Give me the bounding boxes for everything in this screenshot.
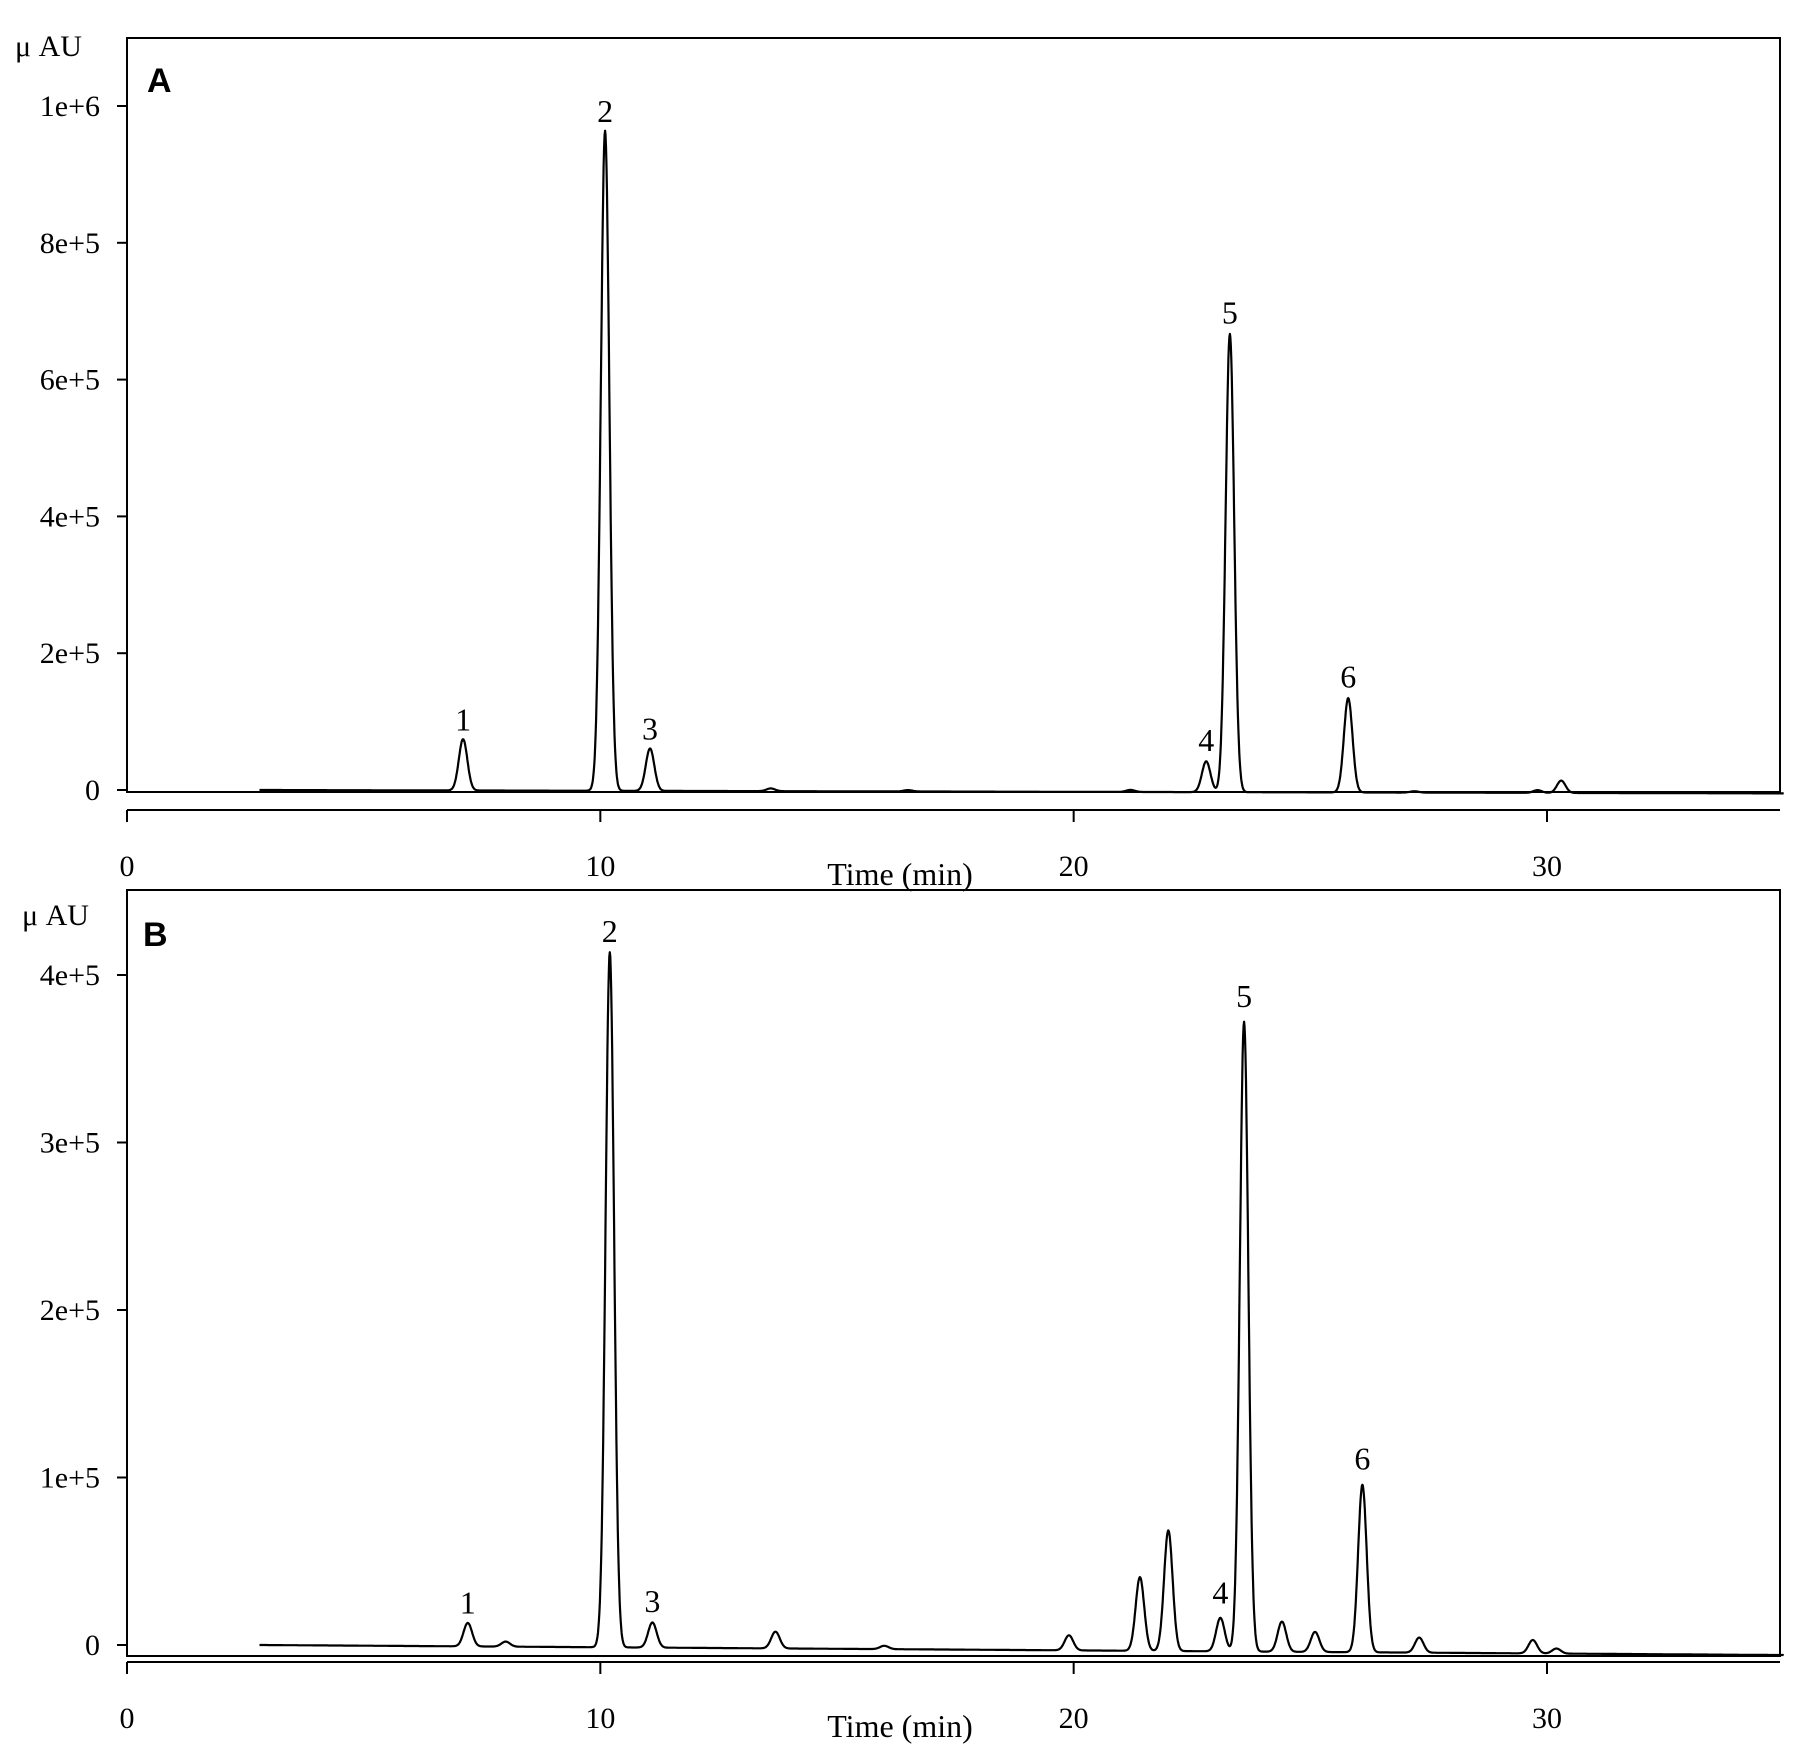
peak-label: 3: [642, 711, 658, 747]
x-tick-label: 30: [1532, 1702, 1562, 1735]
panel-a-x-ticks: 0 10 20 30: [120, 810, 1562, 883]
peak-label: 3: [644, 1583, 660, 1619]
peak-label: 5: [1236, 978, 1252, 1014]
x-tick-label: 10: [585, 1702, 615, 1735]
panel-a-trace: [258, 129, 1785, 795]
panel-b-peak-labels: 1 2 3 4 5 6: [460, 913, 1371, 1621]
y-tick-label: 0: [85, 1629, 100, 1662]
panel-a-y-ticks: 0 2e+5 4e+5 6e+5 8e+5 1e+6: [40, 90, 127, 807]
y-tick-label: 4e+5: [40, 500, 100, 533]
y-tick-label: 0: [85, 774, 100, 807]
panel-b: B μ AU 01e+52e+53e+54e+5 0 10 20 30 123 456 …: [22, 889, 1785, 1744]
x-tick-label: 0: [120, 1702, 135, 1735]
y-tick-label: 2e+5: [40, 1294, 100, 1327]
peak-label: 1: [460, 1585, 476, 1621]
x-tick-label: 10: [585, 850, 615, 883]
peak-label: 5: [1222, 295, 1238, 331]
panel-b-trace: [258, 951, 1785, 1657]
y-tick-label: 6e+5: [40, 364, 100, 397]
peak-label: 1: [455, 702, 471, 738]
panel-a: A μ AU 0 2e+5 4e+5 6e+5 8e+5 1e+6 0 10 20 30 1 2 3…: [15, 30, 1785, 892]
panel-b-x-ticks: 0 10 20 30: [120, 1662, 1562, 1735]
peak-label: 6: [1340, 659, 1356, 695]
x-tick-label: 30: [1532, 850, 1562, 883]
panel-a-label: A: [147, 62, 172, 100]
panel-b-label: B: [143, 916, 168, 954]
panel-a-y-unit: μ AU: [15, 30, 82, 63]
peak-label: 4: [1212, 1575, 1228, 1611]
y-tick-label: 1e+5: [40, 1462, 100, 1495]
panel-b-y-ticks: 0 1e+5 2e+5 3e+5 4e+5: [40, 959, 127, 1662]
peak-label: 2: [602, 913, 618, 949]
y-tick-label: 3e+5: [40, 1127, 100, 1160]
y-tick-label: 1e+6: [40, 90, 100, 123]
y-tick-label: 8e+5: [40, 227, 100, 260]
peak-label: 6: [1354, 1441, 1370, 1477]
y-tick-label: 4e+5: [40, 959, 100, 992]
peak-label: 4: [1198, 722, 1214, 758]
panel-b-x-axis-title: Time (min): [827, 1708, 973, 1744]
panel-b-y-unit: μ AU: [22, 899, 89, 932]
x-tick-label: 20: [1059, 850, 1089, 883]
panel-a-peak-labels: 1 2 3 4 5 6: [455, 93, 1356, 758]
panel-a-frame: [126, 37, 1781, 793]
x-tick-label: 0: [120, 850, 135, 883]
peak-label: 2: [597, 93, 613, 129]
x-tick-label: 20: [1059, 1702, 1089, 1735]
panel-a-x-axis-title: Time (min): [827, 856, 973, 892]
panel-b-frame: [126, 889, 1781, 1657]
y-tick-label: 2e+5: [40, 637, 100, 670]
